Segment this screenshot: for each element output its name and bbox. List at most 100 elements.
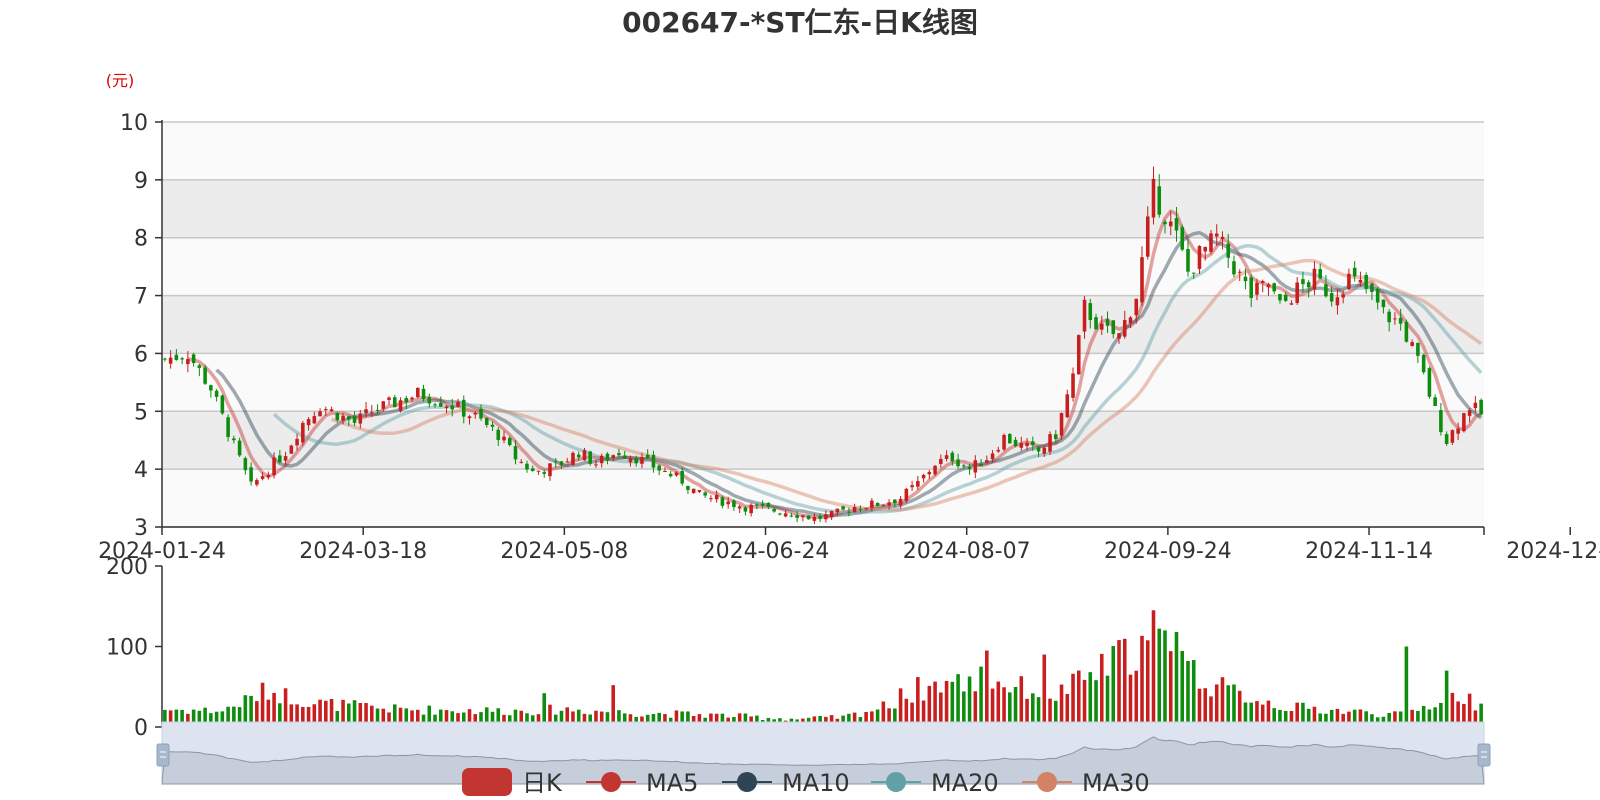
volume-bar: [209, 713, 213, 727]
volume-bar: [1260, 704, 1265, 727]
volume-bar: [714, 713, 719, 727]
candle-body: [1048, 434, 1052, 452]
volume-bar: [347, 703, 351, 727]
volume-bar: [1151, 610, 1156, 727]
candle-body: [1329, 293, 1334, 302]
volume-bar: [1094, 680, 1098, 727]
legend-item-ma20[interactable]: MA20: [871, 769, 999, 797]
volume-bar: [341, 699, 345, 727]
candle-body: [1140, 257, 1144, 303]
volume-bar: [1105, 675, 1110, 727]
candle-body: [571, 452, 575, 465]
volume-bar: [163, 709, 167, 727]
price-tick-label: 10: [120, 111, 148, 136]
candle-body: [1168, 221, 1173, 227]
candle-body: [1416, 342, 1420, 356]
volume-bar: [1082, 679, 1087, 727]
volume-bars: [162, 610, 1484, 728]
candle-body: [617, 453, 621, 456]
candle-body: [881, 504, 886, 506]
volume-bar: [415, 709, 420, 727]
price-tick-label: 9: [134, 169, 148, 194]
candle-body: [973, 460, 978, 473]
candle-body: [559, 461, 564, 465]
volume-bar: [1255, 701, 1259, 727]
candle-body: [852, 507, 857, 513]
candle-body: [542, 472, 547, 474]
volume-bar: [944, 680, 949, 727]
candle-body: [1203, 247, 1208, 252]
datazoom-left-handle[interactable]: [156, 743, 170, 767]
volume-bar: [1008, 692, 1012, 727]
candle-body: [1439, 410, 1443, 433]
datazoom-right-handle[interactable]: [1477, 743, 1491, 767]
date-tick-label: 2024-08-07: [903, 539, 1031, 564]
volume-bar: [318, 699, 322, 727]
candle-body: [755, 504, 759, 506]
candle-body: [375, 409, 380, 411]
legend-item-ma30[interactable]: MA30: [1022, 769, 1150, 797]
candle-body: [1191, 272, 1196, 274]
price-tick-label: 4: [134, 458, 148, 483]
candle-body: [1283, 294, 1288, 301]
volume-bar: [1042, 654, 1047, 727]
volume-bar: [1168, 651, 1173, 727]
volume-bar: [283, 688, 288, 727]
candle-body: [444, 406, 449, 409]
candle-body: [841, 506, 845, 510]
volume-bar: [1019, 676, 1024, 727]
candle-body: [1289, 303, 1294, 305]
volume-bar: [1416, 710, 1420, 727]
volume-bar: [191, 709, 196, 727]
candle-body: [1364, 274, 1368, 289]
volume-bar: [1295, 702, 1299, 727]
candle-body: [789, 515, 794, 517]
candle-body: [347, 416, 351, 420]
candle-body: [490, 424, 495, 427]
candle-body: [1117, 333, 1121, 339]
volume-bar: [1427, 709, 1432, 727]
candle-body: [1008, 434, 1012, 444]
candle-body: [461, 399, 466, 417]
candle-body: [927, 471, 932, 475]
volume-bar: [502, 714, 506, 727]
datazoom-slider[interactable]: [156, 721, 1491, 785]
candle-body: [168, 357, 173, 364]
volume-bar: [335, 710, 340, 727]
ma5-line: [187, 209, 1482, 520]
candle-body: [1473, 402, 1478, 409]
volume-bar: [962, 691, 966, 727]
volume-bar: [358, 703, 363, 727]
volume-bar: [628, 714, 633, 727]
volume-bar: [1329, 709, 1334, 727]
volume-bar: [174, 709, 179, 727]
volume-bar: [381, 708, 386, 727]
candle-body: [197, 365, 202, 368]
candle-body: [1266, 284, 1271, 288]
legend-item-日k[interactable]: 日K: [462, 768, 563, 797]
candle-body: [651, 454, 656, 468]
candle-body: [1237, 271, 1242, 273]
volume-bar: [1278, 709, 1282, 727]
candle-body: [1393, 318, 1397, 320]
volume-bar: [594, 710, 598, 727]
candle-body: [226, 417, 230, 438]
candle-body: [1295, 282, 1299, 303]
candle-body: [1071, 373, 1075, 398]
volume-bar: [1473, 710, 1478, 727]
legend-item-ma10[interactable]: MA10: [722, 769, 850, 797]
candle-body: [272, 457, 276, 476]
volume-bar: [370, 705, 374, 727]
legend-item-ma5[interactable]: MA5: [586, 769, 698, 797]
candle-body: [507, 437, 512, 445]
candle-body: [1031, 441, 1035, 446]
volume-bar: [916, 677, 920, 727]
candle-body: [1260, 281, 1265, 283]
candle-body: [967, 466, 972, 470]
candle-body: [1054, 434, 1058, 440]
volume-bar: [571, 711, 575, 727]
chart-legend[interactable]: 日K MA5 MA10 MA20 MA30: [462, 768, 1150, 797]
volume-bar: [232, 706, 236, 727]
volume-bar: [1025, 698, 1029, 727]
